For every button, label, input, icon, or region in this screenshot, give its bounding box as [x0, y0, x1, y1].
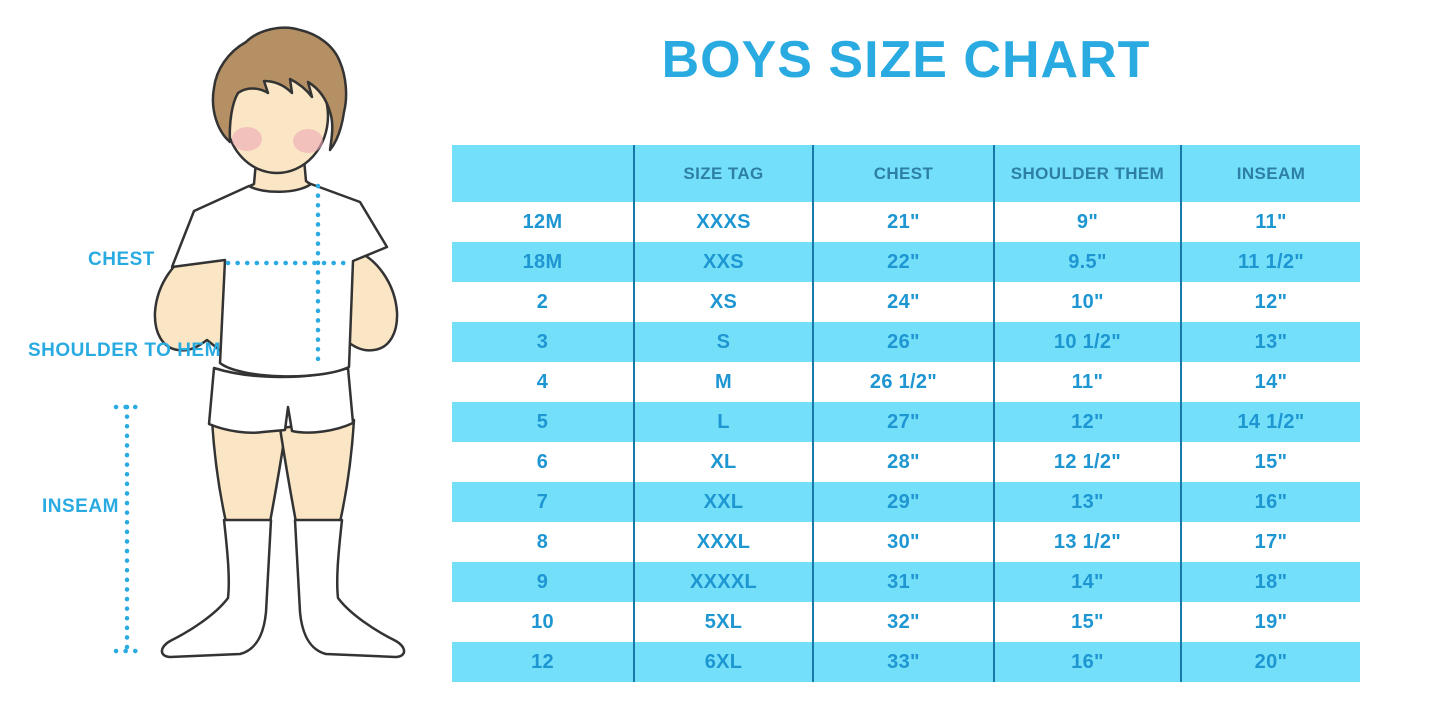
table-cell: 33": [812, 642, 993, 682]
table-cell: XXL: [633, 482, 812, 522]
boy-left-sock: [160, 518, 273, 659]
table-cell: 6: [536, 450, 549, 473]
boy-illustration: [113, 26, 406, 659]
boy-right-leg: [278, 418, 356, 524]
blush-cheeks: [232, 127, 323, 153]
table-cell: XXS: [633, 242, 812, 282]
table-cell: 14": [1180, 362, 1360, 402]
table-cell: XS: [633, 282, 812, 322]
table-cell: M: [633, 362, 812, 402]
table-cell: 12: [531, 650, 554, 673]
table-cell: 17": [1180, 522, 1360, 562]
page-title: BOYS SIZE CHART: [661, 31, 1151, 89]
table-cell: 15": [1180, 442, 1360, 482]
shoulder-to-hem-label: SHOULDER TO HEM: [28, 340, 221, 361]
boy-measurement-diagram: [0, 0, 450, 723]
table-cell: 14 1/2": [1180, 402, 1360, 442]
header-cell: CHEST: [812, 145, 993, 202]
table-cell: 16": [993, 642, 1180, 682]
table-cell: 8: [536, 530, 549, 553]
table-cell: 18": [1180, 562, 1360, 602]
table-row: 3 S 26" 10 1/2" 13": [452, 322, 1360, 362]
size-table: SIZE TAG CHEST SHOULDER THEM INSEAM 12M XXXS…: [452, 145, 1360, 682]
table-cell: 24": [812, 282, 993, 322]
table-cell: 22": [812, 242, 993, 282]
table-cell: 12": [1180, 282, 1360, 322]
boy-right-sock: [293, 518, 406, 659]
table-cell: XXXXL: [633, 562, 812, 602]
table-cell: 26": [812, 322, 993, 362]
boy-shorts: [207, 366, 355, 434]
table-cell: 13 1/2": [993, 522, 1180, 562]
table-cell: 27": [812, 402, 993, 442]
boy-left-leg: [210, 418, 288, 524]
table-cell: 5XL: [633, 602, 812, 642]
table-cell: 30": [812, 522, 993, 562]
table-cell: 12M: [522, 210, 563, 233]
table-cell: 11": [1180, 202, 1360, 242]
boy-shirt: [170, 182, 389, 378]
table-cell: 28": [812, 442, 993, 482]
table-cell: 31": [812, 562, 993, 602]
boy-left-arm: [153, 248, 230, 358]
table-cell: 7: [536, 490, 549, 513]
table-cell: L: [633, 402, 812, 442]
table-cell: 10 1/2": [993, 322, 1180, 362]
table-cell: 10": [993, 282, 1180, 322]
table-cell: 3: [536, 330, 549, 353]
table-cell: 13": [1180, 322, 1360, 362]
table-row: 2 XS 24" 10" 12": [452, 282, 1360, 322]
table-cell: S: [633, 322, 812, 362]
table-row: 12 6XL 33" 16" 20": [452, 642, 1360, 682]
table-cell: 29": [812, 482, 993, 522]
table-cell: 6XL: [633, 642, 812, 682]
table-row: 5 L 27" 12" 14 1/2": [452, 402, 1360, 442]
table-cell: 14": [993, 562, 1180, 602]
table-cell: XL: [633, 442, 812, 482]
table-row: 6 XL 28" 12 1/2" 15": [452, 442, 1360, 482]
table-cell: 15": [993, 602, 1180, 642]
table-cell: 20": [1180, 642, 1360, 682]
header-cell: INSEAM: [1180, 145, 1360, 202]
size-table-body: 12M XXXS 21" 9" 11" 18M XXS 22" 9.5" 11 1/2" 2 XS 24…: [452, 202, 1360, 682]
header-cell: SHOULDER THEM: [993, 145, 1180, 202]
table-row: 12M XXXS 21" 9" 11": [452, 202, 1360, 242]
table-row: 7 XXL 29" 13" 16": [452, 482, 1360, 522]
table-cell: 16": [1180, 482, 1360, 522]
table-row: 9 XXXXL 31" 14" 18": [452, 562, 1360, 602]
table-cell: 4: [536, 370, 549, 393]
table-cell: 9.5": [993, 242, 1180, 282]
table-cell: 11": [993, 362, 1180, 402]
table-cell: 12": [993, 402, 1180, 442]
table-cell: 13": [993, 482, 1180, 522]
inseam-label: INSEAM: [42, 496, 119, 517]
table-cell: XXXS: [633, 202, 812, 242]
table-row: 4 M 26 1/2" 11" 14": [452, 362, 1360, 402]
table-cell: 32": [812, 602, 993, 642]
table-cell: 2: [536, 290, 549, 313]
table-cell: 26 1/2": [812, 362, 993, 402]
chest-label: CHEST: [88, 249, 155, 270]
table-row: 8 XXXL 30" 13 1/2" 17": [452, 522, 1360, 562]
table-cell: 21": [812, 202, 993, 242]
boy-hair: [211, 26, 348, 152]
header-cell: [452, 145, 633, 202]
table-row: 18M XXS 22" 9.5" 11 1/2": [452, 242, 1360, 282]
size-table-header: SIZE TAG CHEST SHOULDER THEM INSEAM: [452, 145, 1360, 202]
table-cell: 18M: [522, 250, 563, 273]
table-cell: 9": [993, 202, 1180, 242]
table-cell: 19": [1180, 602, 1360, 642]
table-cell: 9: [536, 570, 549, 593]
table-cell: 5: [536, 410, 549, 433]
header-cell: SIZE TAG: [633, 145, 812, 202]
table-cell: 12 1/2": [993, 442, 1180, 482]
table-cell: 10: [531, 610, 554, 633]
table-cell: 11 1/2": [1180, 242, 1360, 282]
table-cell: XXXL: [633, 522, 812, 562]
table-row: 10 5XL 32" 15" 19": [452, 602, 1360, 642]
